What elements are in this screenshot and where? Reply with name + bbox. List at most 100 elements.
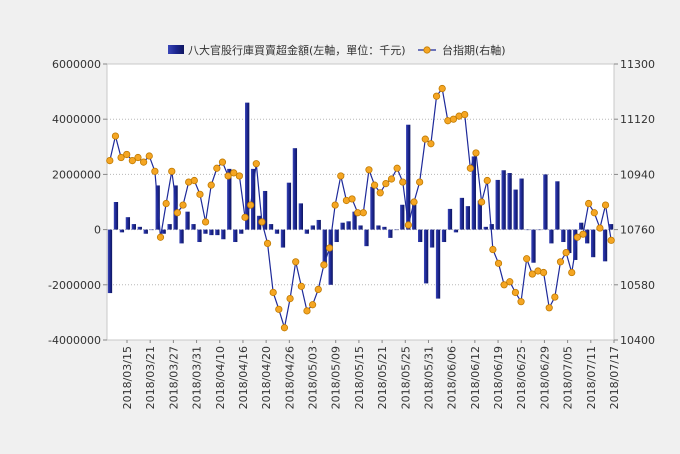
- line-point: [252, 160, 260, 168]
- bar: [113, 202, 119, 230]
- x-axis-tick-label: 2018/04/16: [237, 346, 250, 409]
- left-axis-tick-label: -2000000: [48, 279, 101, 292]
- line-point: [156, 233, 165, 241]
- bar: [573, 229, 578, 260]
- line-point: [151, 167, 159, 175]
- bar: [549, 229, 554, 244]
- line-point: [404, 221, 412, 229]
- bar: [394, 229, 399, 231]
- line-point: [365, 166, 373, 174]
- line-point: [506, 278, 514, 286]
- bar: [274, 229, 280, 234]
- line-point: [325, 244, 334, 252]
- line-point: [337, 172, 345, 180]
- x-axis-tick-label: 2018/05/31: [422, 346, 435, 409]
- x-axis-tick-label: 2018/05/03: [307, 346, 320, 409]
- bar: [191, 224, 196, 230]
- line-point: [511, 288, 520, 297]
- bar: [531, 229, 536, 263]
- line-point: [303, 307, 311, 315]
- line-point: [179, 201, 187, 209]
- line-point: [382, 180, 390, 188]
- bar: [489, 224, 494, 230]
- line-point: [207, 181, 215, 189]
- bar: [334, 229, 339, 243]
- bar: [388, 229, 393, 238]
- line-point: [478, 198, 486, 206]
- bar: [239, 229, 244, 234]
- line-point: [472, 149, 480, 157]
- line-point: [314, 285, 322, 293]
- bar: [262, 190, 268, 230]
- line-point: [145, 152, 153, 160]
- bar: [417, 229, 423, 243]
- x-axis-tick-label: 2018/03/21: [144, 346, 157, 409]
- right-axis-tick-label: 11120: [620, 113, 655, 126]
- line-point: [230, 169, 238, 177]
- line-point: [275, 305, 283, 313]
- right-axis-tick-label: 10400: [620, 334, 655, 347]
- bar: [346, 221, 351, 230]
- bar: [280, 229, 286, 248]
- bar: [179, 229, 184, 244]
- line-point: [607, 236, 615, 244]
- line-point: [123, 150, 131, 159]
- line-point: [556, 258, 565, 266]
- bar: [310, 225, 315, 230]
- x-axis-tick-label: 2018/06/25: [515, 346, 528, 409]
- line-point: [128, 157, 136, 165]
- line-point: [247, 201, 255, 209]
- bar: [608, 224, 614, 230]
- right-axis-tick-label: 10940: [620, 168, 655, 181]
- legend: 八大官股行庫買賣超金額(左軸，單位：千元) 台指期(右軸): [168, 43, 506, 57]
- bar: [400, 204, 405, 230]
- bar: [543, 174, 548, 230]
- legend-line-marker: [423, 46, 431, 54]
- line-point: [387, 175, 396, 183]
- bar: [483, 226, 488, 230]
- x-axis-tick-label: 2018/05/09: [330, 346, 343, 409]
- line-point: [393, 164, 401, 172]
- bar: [567, 229, 572, 254]
- bar: [250, 168, 256, 230]
- bar: [364, 229, 369, 247]
- line-point: [201, 218, 210, 226]
- line-point: [134, 153, 142, 162]
- line-point: [140, 158, 148, 166]
- bar: [149, 229, 154, 231]
- line-point: [213, 164, 221, 172]
- bar: [513, 189, 518, 230]
- bar: [501, 170, 506, 230]
- x-axis-tick-label: 2018/04/26: [283, 346, 296, 409]
- bar: [537, 229, 542, 231]
- line-point: [309, 301, 317, 309]
- legend-line-label: 台指期(右軸): [442, 43, 506, 57]
- line-point: [551, 293, 559, 301]
- legend-bar-label: 八大官股行庫買賣超金額(左軸，單位：千元): [188, 43, 406, 57]
- bar: [185, 211, 190, 230]
- bar: [441, 229, 447, 243]
- bar: [471, 156, 476, 230]
- line-point: [359, 209, 367, 217]
- line-point: [173, 209, 182, 217]
- bar: [316, 219, 321, 230]
- bar: [286, 182, 292, 230]
- left-axis-tick-label: 2000000: [52, 168, 101, 181]
- line-point: [585, 199, 593, 208]
- line-point: [523, 255, 531, 263]
- line-point: [489, 245, 497, 254]
- bar: [167, 224, 172, 230]
- bar: [143, 229, 148, 234]
- bar: [322, 229, 327, 266]
- line-point: [421, 135, 429, 143]
- line-point: [438, 84, 446, 93]
- right-axis-tick-label: 11300: [620, 58, 655, 71]
- bar: [519, 178, 524, 230]
- bar: [233, 229, 238, 243]
- line-point: [196, 190, 204, 198]
- line-point: [416, 178, 424, 186]
- bar: [447, 208, 453, 230]
- bar: [227, 168, 232, 230]
- bar: [340, 222, 345, 230]
